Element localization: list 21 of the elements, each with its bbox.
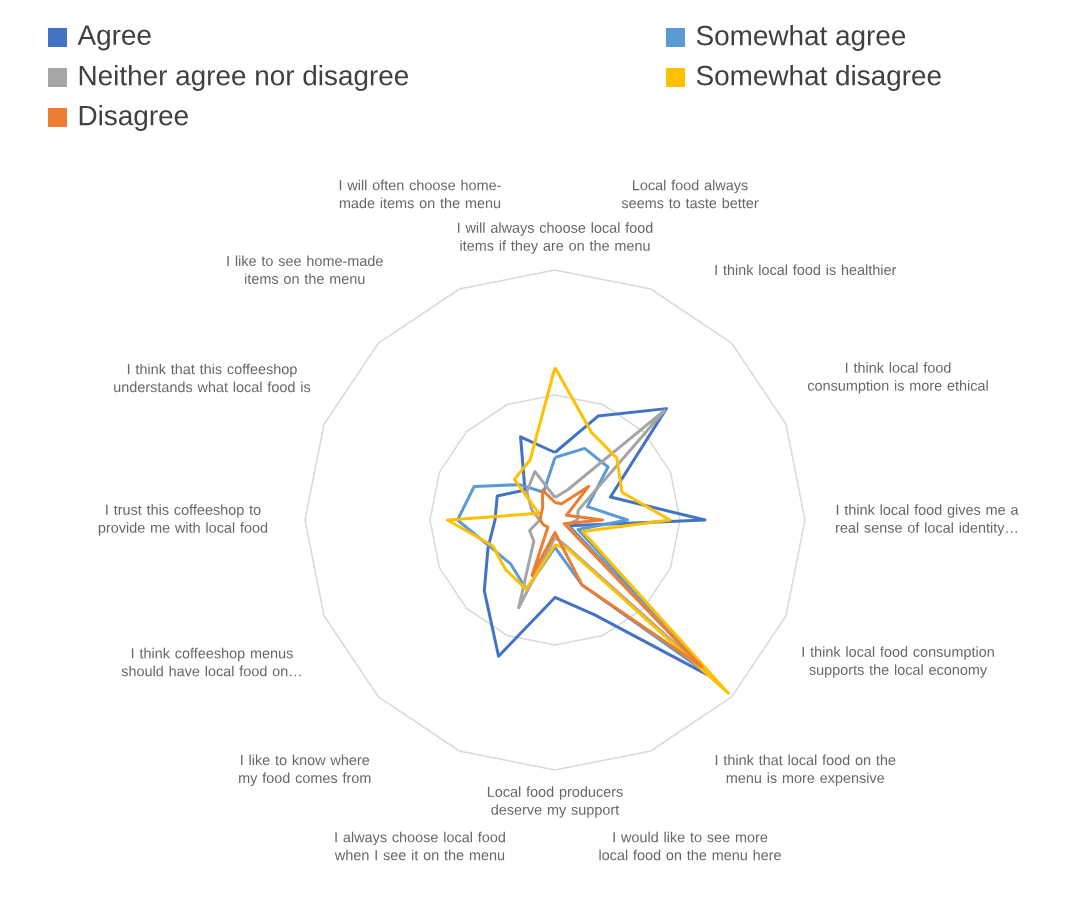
spoke-label: I think local food consumption supports the local economy: [802, 646, 994, 678]
spoke-label: I like to know where my food comes from: [239, 754, 371, 786]
spoke-label: I think coffeeshop menus should have local food on…: [121, 647, 301, 677]
spoke-label: I think that this coffeeshop understands what local food is: [114, 363, 311, 393]
spoke-label: I think that local food on the menu is more expensive: [715, 754, 896, 786]
spoke-label: I like to see home-made items on the menu: [227, 255, 383, 285]
spoke-label: I will always choose local food items if they are on the menu: [457, 222, 653, 254]
spoke-label: I would like to see more local food on the menu here: [599, 831, 781, 861]
spoke-label: Local food always seems to taste better: [621, 179, 759, 209]
legend-label: Agree: [77, 25, 151, 51]
spoke-label: I will often choose home-made items on the menu: [339, 179, 501, 209]
spoke-label: I think local food consumption is more ethical: [807, 362, 988, 394]
spoke-label: Local food producers deserve my support: [487, 786, 623, 818]
legend-label: Somewhat agree: [696, 25, 906, 51]
spoke-label: I always choose local food when I see it on the menu: [334, 831, 505, 861]
spoke-label: I think local food is healthier: [715, 264, 897, 276]
legend-label: Disagree: [79, 105, 188, 131]
legend-label: Somewhat disagree: [696, 65, 941, 91]
spoke-label: I trust this coffeeshop to provide me with local food: [98, 504, 268, 536]
legend-label: Neither agree nor disagree: [79, 65, 409, 91]
spoke-label: I think local food gives me a real sense of local identity…: [836, 504, 1019, 536]
